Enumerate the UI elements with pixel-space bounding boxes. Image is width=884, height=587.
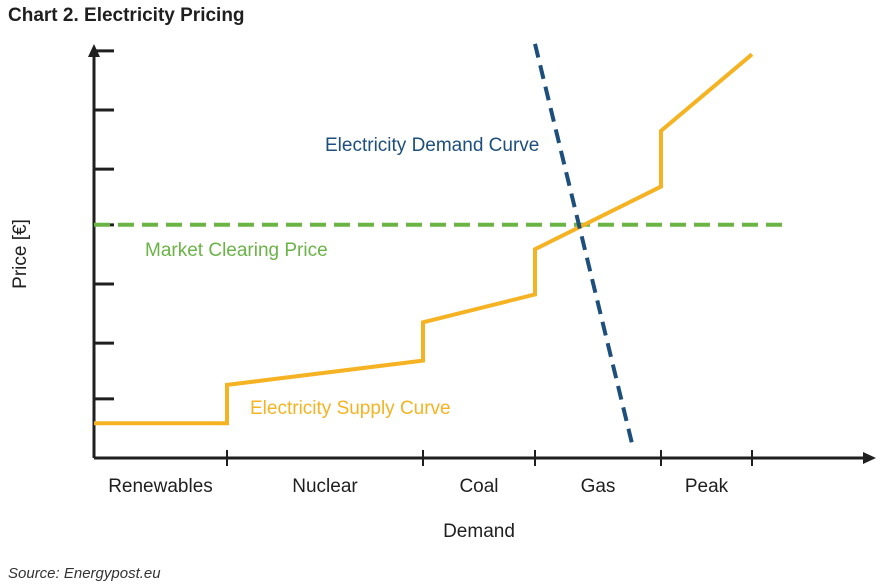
x-tick-label-gas: Gas (581, 476, 616, 497)
market-clearing-price-label: Market Clearing Price (145, 240, 328, 261)
x-tick-label-renewables: Renewables (108, 476, 213, 497)
labels-layer: Electricity Supply Curve Electricity Dema… (145, 135, 539, 419)
demand-curve-label: Electricity Demand Curve (325, 135, 539, 156)
x-axis-arrow (863, 452, 876, 464)
x-tick-label-peak: Peak (685, 476, 729, 497)
axes: Renewables Nuclear Coal Gas Peak Demand Price … (10, 44, 876, 542)
x-tick-label-coal: Coal (459, 476, 498, 497)
chart-title: Chart 2. Electricity Pricing (8, 5, 245, 26)
series-layer (94, 43, 787, 449)
x-tick-label-nuclear: Nuclear (292, 476, 358, 497)
supply-curve-line (94, 52, 754, 426)
source-note: Source: Energypost.eu (8, 565, 161, 582)
x-axis-title: Demand (443, 521, 515, 542)
supply-curve-label: Electricity Supply Curve (250, 398, 451, 419)
demand-curve-line (533, 43, 635, 449)
y-axis-title: Price [€] (10, 219, 31, 289)
